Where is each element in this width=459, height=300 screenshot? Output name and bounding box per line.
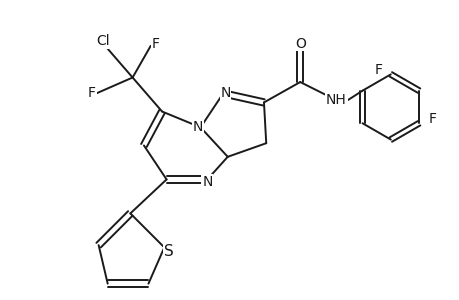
Text: F: F <box>373 63 381 77</box>
Text: N: N <box>220 86 230 100</box>
Text: Cl: Cl <box>96 34 110 48</box>
Text: N: N <box>202 175 212 189</box>
Text: S: S <box>163 244 174 260</box>
Text: F: F <box>151 37 159 50</box>
Text: F: F <box>88 86 95 100</box>
Text: NH: NH <box>325 93 346 107</box>
Text: F: F <box>428 112 436 126</box>
Text: N: N <box>193 120 203 134</box>
Text: O: O <box>294 37 305 50</box>
